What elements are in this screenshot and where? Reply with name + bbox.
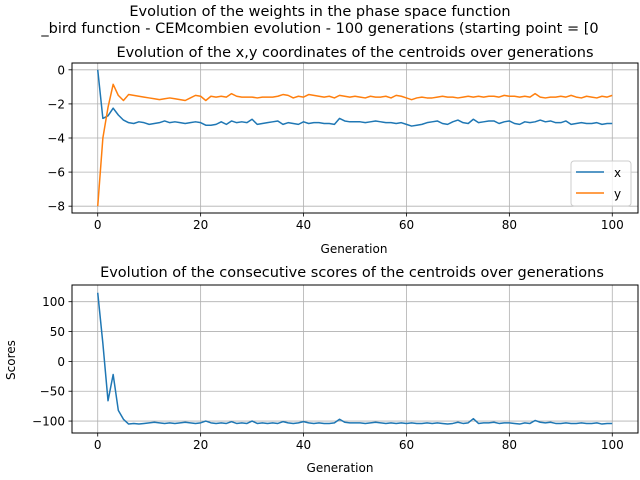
coordinates-plot: Evolution of the x,y coordinates of the … [47,45,639,256]
figure-suptitle-line2: _bird function - CEMcombien evolution - … [40,21,598,37]
x-tick-label: 100 [601,438,624,452]
scores-plot-ylabel: Scores [4,340,18,380]
y-tick-label: 0 [57,63,65,77]
figure-suptitle-line1: Evolution of the weights in the phase sp… [129,4,510,20]
x-tick-label: 0 [94,438,102,452]
x-tick-label: 20 [193,218,208,232]
legend-label-y: y [614,187,621,201]
coordinates-plot-ticks: 0 20 40 60 80 100 0 −2 −4 −6 −8 [47,63,623,232]
x-tick-label: 40 [296,218,311,232]
scores-plot-frame [71,284,639,434]
legend-label-x: x [614,166,621,180]
scores-plot-grid [72,285,638,433]
series-line-scores [96,292,613,425]
coordinates-plot-title: Evolution of the x,y coordinates of the … [116,45,593,61]
x-tick-label: 100 [601,218,624,232]
y-tick-label: −6 [47,166,65,180]
x-tick-label: 20 [193,438,208,452]
x-tick-label: 60 [399,218,414,232]
coordinates-plot-grid [72,63,638,213]
series-line-y [96,83,613,207]
coordinates-plot-xlabel: Generation [321,242,388,256]
scores-plot-ticks: 0 20 40 60 80 100 100 50 0 −50 −100 [32,295,624,452]
scores-plot-xlabel: Generation [307,461,374,475]
x-tick-label: 40 [296,438,311,452]
y-tick-label: −50 [40,385,65,399]
x-tick-label: 80 [502,438,517,452]
coordinates-plot-legend: x y [570,160,632,207]
y-tick-label: −100 [32,415,65,429]
y-tick-label: 50 [50,325,65,339]
y-tick-label: −8 [47,200,65,214]
x-tick-label: 80 [502,218,517,232]
coordinates-plot-lines [96,69,613,207]
scores-plot-title: Evolution of the consecutive scores of t… [100,265,604,281]
y-tick-label: −4 [47,132,65,146]
scores-plot: Evolution of the consecutive scores of t… [4,265,639,475]
x-tick-label: 60 [399,438,414,452]
series-line-x [96,69,613,127]
x-tick-label: 0 [94,218,102,232]
scores-plot-lines [96,292,613,425]
y-tick-label: −2 [47,97,65,111]
legend-box [570,160,632,207]
y-tick-label: 0 [57,355,65,369]
coordinates-plot-frame [71,62,639,214]
y-tick-label: 100 [42,295,65,309]
